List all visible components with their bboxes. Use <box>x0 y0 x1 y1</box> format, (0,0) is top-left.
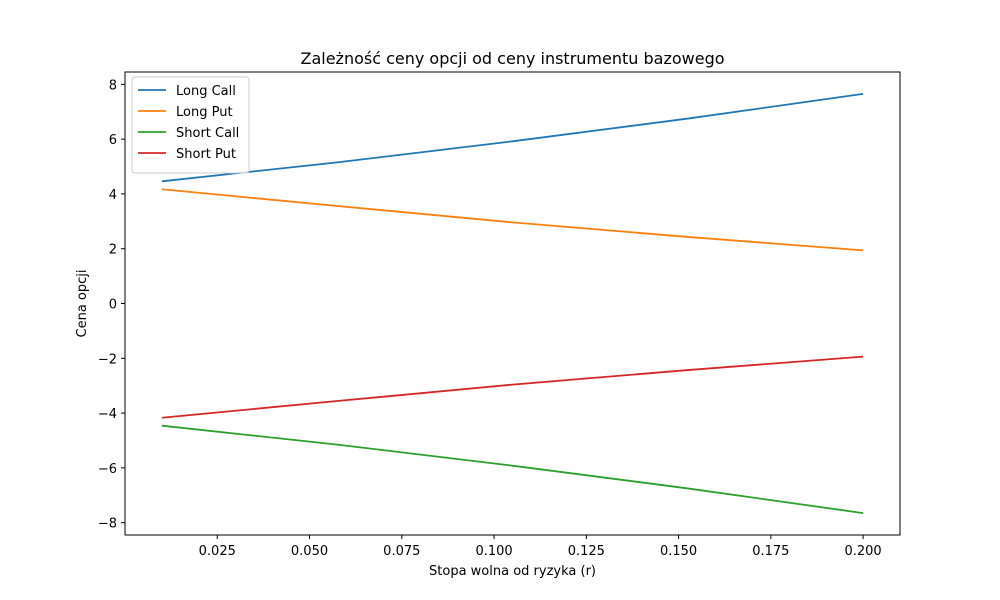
y-tick-label: 4 <box>109 188 117 203</box>
y-tick-label: −6 <box>98 462 117 477</box>
y-axis-title: Cena opcji <box>75 270 90 338</box>
series-lines <box>161 93 864 514</box>
x-tick-label: 0.075 <box>383 544 420 559</box>
y-tick-label: −2 <box>98 352 117 367</box>
legend-label-long-put: Long Put <box>176 105 233 120</box>
legend: Long Call Long Put Short Call Short Put <box>131 76 250 174</box>
y-axis-ticks: 8 6 4 2 0 −2 −4 −6 −8 <box>98 78 125 532</box>
y-tick-label: 8 <box>109 78 117 93</box>
x-axis-title: Stopa wolna od ryzyka (r) <box>429 564 596 579</box>
y-tick-label: 6 <box>109 133 117 148</box>
x-tick-label: 0.100 <box>475 544 512 559</box>
legend-box <box>131 76 250 174</box>
x-tick-label: 0.125 <box>568 544 605 559</box>
x-tick-label: 0.050 <box>291 544 328 559</box>
y-tick-label: −4 <box>98 407 117 422</box>
x-tick-label: 0.200 <box>844 544 881 559</box>
series-line-short-call <box>161 424 864 514</box>
series-line-long-call <box>161 93 864 183</box>
x-tick-label: 0.175 <box>752 544 789 559</box>
y-tick-label: 0 <box>109 298 117 313</box>
x-axis-ticks: 0.025 0.050 0.075 0.100 0.125 0.150 0.175 0.200 <box>199 535 882 559</box>
legend-label-long-call: Long Call <box>176 84 236 99</box>
y-tick-label: −8 <box>98 517 117 532</box>
legend-label-short-put: Short Put <box>176 147 236 162</box>
legend-label-short-call: Short Call <box>176 126 239 141</box>
x-tick-label: 0.025 <box>199 544 236 559</box>
y-tick-label: 2 <box>109 243 117 258</box>
chart-title: Zależność ceny opcji od ceny instrumentu… <box>300 49 724 68</box>
series-line-short-put <box>161 355 864 419</box>
plot-area-frame <box>124 71 901 536</box>
series-line-long-put <box>161 188 864 252</box>
x-tick-label: 0.150 <box>660 544 697 559</box>
